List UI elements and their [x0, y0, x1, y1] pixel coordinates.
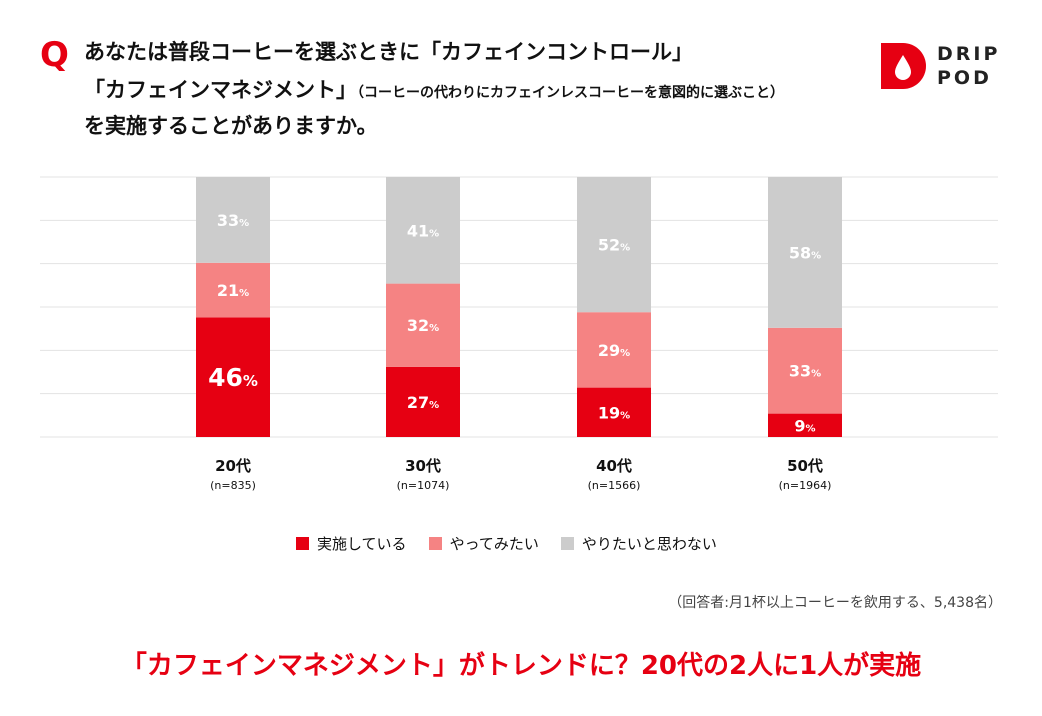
- sample-size-label: (n=835): [210, 479, 256, 492]
- data-label: 33%: [789, 362, 821, 381]
- question-line-1: あなたは普段コーヒーを選ぶときに「カフェインコントロール」: [84, 40, 693, 64]
- question-line-3: を実施することがありますか。: [84, 114, 378, 138]
- category-label: 50代: [787, 457, 823, 475]
- data-label: 27%: [407, 393, 439, 412]
- question-line-2-sub: （コーヒーの代わりにカフェインレスコーヒーを意図的に選ぶこと）: [357, 85, 784, 101]
- sample-size-label: (n=1074): [397, 479, 450, 492]
- bar-segment: [196, 317, 270, 437]
- drip-pod-logo-icon: [881, 43, 926, 89]
- drip-pod-logo: DRIP POD: [881, 42, 1011, 90]
- category-label: 20代: [215, 457, 251, 475]
- bar-segment: [577, 177, 651, 313]
- bar-segment: [386, 366, 460, 437]
- data-label: 32%: [407, 316, 439, 335]
- headline: 「カフェインマネジメント」がトレンドに？20代の2人に1人が実施: [120, 651, 922, 681]
- question-line-2-main: 「カフェインマネジメント」: [84, 78, 357, 102]
- data-label: 29%: [598, 341, 630, 360]
- bar-segment: [577, 312, 651, 388]
- bar-segment: [768, 413, 842, 437]
- legend-swatch-implemented: [296, 537, 309, 550]
- bar-segment: [196, 262, 270, 318]
- legend-item-want-to-try: やってみたい: [428, 533, 539, 554]
- data-label: 19%: [598, 403, 630, 422]
- data-label: 9%: [794, 416, 815, 435]
- bar-segment: [768, 327, 842, 414]
- data-label: 46%: [208, 363, 258, 392]
- sample-size-label: (n=1566): [588, 479, 641, 492]
- bar-segment: [386, 177, 460, 284]
- data-label: 41%: [407, 221, 439, 240]
- data-label: 33%: [217, 211, 249, 230]
- legend-label-implemented: 実施している: [317, 535, 407, 553]
- legend-swatch-want-to-try: [428, 537, 442, 550]
- legend-item-implemented: 実施している: [296, 533, 407, 554]
- data-label: 21%: [217, 281, 249, 300]
- chart-legend: 実施している やってみたい やりたいと思わない: [296, 533, 739, 554]
- category-label: 40代: [596, 457, 632, 475]
- stacked-bar-chart: 46% 21% 33% 20代 (n=835) 27% 32% 41% 30代 (n=1074) 1…: [40, 176, 998, 492]
- legend-label-want-to-try: やってみたい: [449, 535, 539, 553]
- data-label: 52%: [598, 236, 630, 255]
- sample-size-label: (n=1964): [779, 479, 832, 492]
- bar-segment: [196, 177, 270, 263]
- category-label: 30代: [405, 457, 441, 475]
- respondent-note: （回答者:月1杯以上コーヒーを飲用する、5,438名）: [668, 595, 1002, 611]
- logo-line-1: DRIP: [937, 43, 1001, 65]
- legend-item-not-interested: やりたいと思わない: [560, 533, 717, 554]
- data-label: 58%: [789, 243, 821, 262]
- question-line-2: 「カフェインマネジメント」（コーヒーの代わりにカフェインレスコーヒーを意図的に選…: [84, 80, 784, 101]
- bar-segment: [386, 283, 460, 367]
- legend-label-not-interested: やりたいと思わない: [581, 535, 717, 553]
- legend-swatch-not-interested: [560, 537, 574, 550]
- question-mark: Q: [40, 35, 69, 75]
- logo-line-2: POD: [937, 67, 992, 89]
- bar-segment: [768, 177, 842, 328]
- bar-segment: [577, 387, 651, 437]
